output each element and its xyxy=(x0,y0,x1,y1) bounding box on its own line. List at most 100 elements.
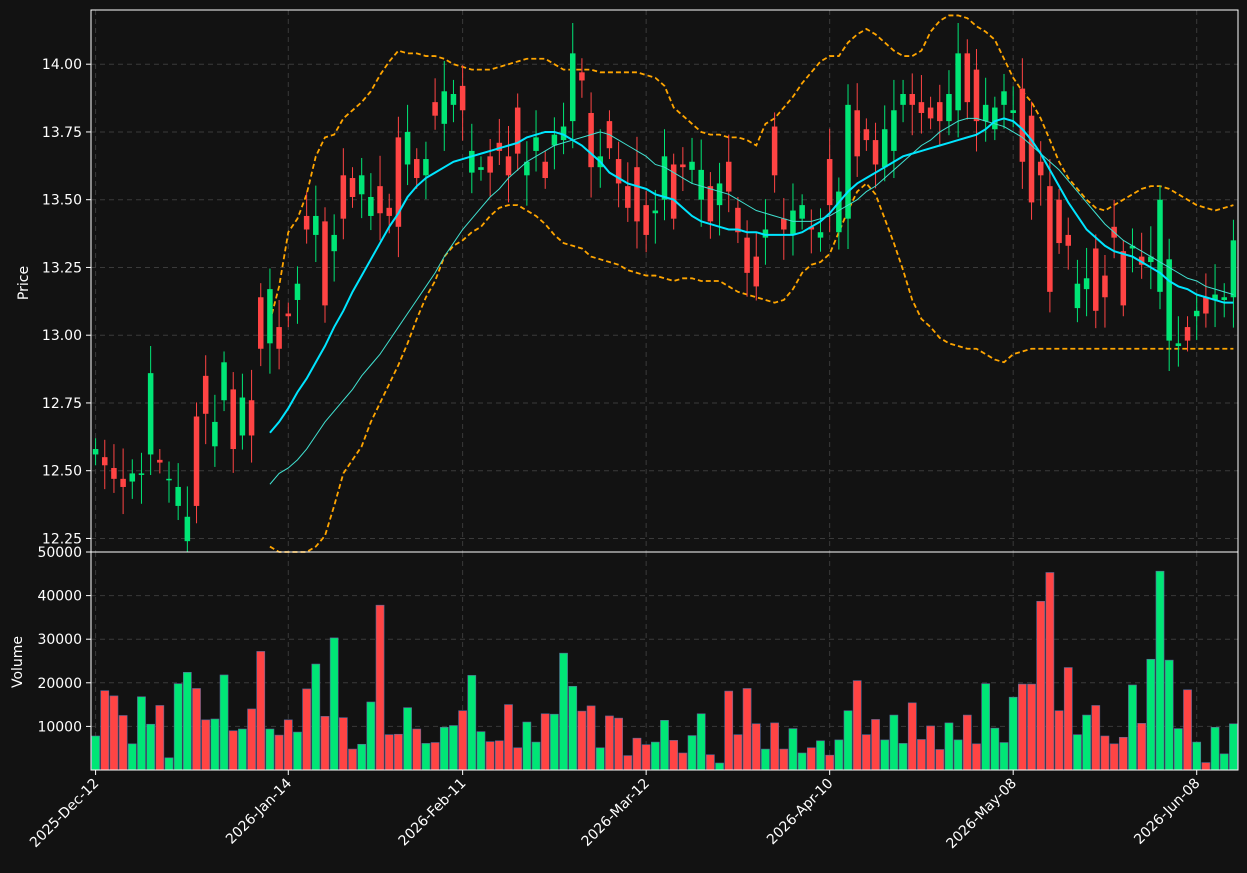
candle-body xyxy=(652,210,659,214)
candle-body xyxy=(1010,110,1016,113)
candle-body xyxy=(1230,240,1237,298)
volume-bar xyxy=(513,747,523,771)
candle-body xyxy=(725,161,732,192)
volume-bar xyxy=(1183,689,1192,771)
volume-bar xyxy=(1229,723,1238,771)
candle-body xyxy=(1028,115,1035,203)
candle-body xyxy=(808,226,815,230)
candle-body xyxy=(1120,251,1127,306)
volume-bar xyxy=(696,713,706,771)
volume-bar xyxy=(183,672,192,771)
candle-body xyxy=(487,156,493,173)
candle-body xyxy=(267,289,273,344)
volume-bar xyxy=(430,742,440,771)
volume-tick-label: 10000 xyxy=(37,719,82,735)
candle-body xyxy=(166,478,172,481)
candle-body xyxy=(184,516,191,542)
volume-bar xyxy=(375,604,385,771)
moving-average-lines xyxy=(269,117,1234,485)
candle-body xyxy=(1193,310,1200,317)
candle-body xyxy=(1166,259,1172,341)
candle-body xyxy=(1037,161,1044,176)
volume-bar xyxy=(228,730,238,771)
candle-body xyxy=(946,94,952,122)
candle-body xyxy=(349,178,356,197)
candle-body xyxy=(322,221,328,306)
candle-body xyxy=(111,467,117,479)
volume-tick-label: 40000 xyxy=(37,589,82,605)
volume-bar xyxy=(770,722,779,771)
candle-body xyxy=(1093,248,1099,311)
candle-body xyxy=(689,161,695,170)
volume-tick-label: 30000 xyxy=(37,632,82,648)
price-tick-label: 13.75 xyxy=(42,125,82,141)
volume-bar xyxy=(283,719,293,771)
candle-body xyxy=(92,449,99,455)
candle-body xyxy=(157,459,163,463)
volume-bar xyxy=(384,734,394,771)
volume-bar xyxy=(999,742,1009,771)
volume-bar xyxy=(274,734,284,771)
candle-body xyxy=(560,126,567,141)
candle-body xyxy=(432,102,438,116)
volume-bar xyxy=(862,734,871,771)
candle-body xyxy=(900,94,906,105)
candle-body xyxy=(735,207,741,233)
volume-bar xyxy=(146,723,155,771)
candle-body xyxy=(854,110,860,157)
volume-axis-title: Volume xyxy=(10,636,26,688)
volume-bar xyxy=(1063,667,1073,771)
candle-body xyxy=(221,362,227,401)
volume-bar xyxy=(614,717,623,771)
volume-bar xyxy=(889,714,899,771)
candle-body xyxy=(478,167,484,170)
price-tick-label: 12.50 xyxy=(42,464,82,480)
candle-body xyxy=(120,478,126,487)
candle-body xyxy=(358,175,365,195)
candle-body xyxy=(1138,256,1145,265)
candle-body xyxy=(386,207,392,216)
volume-bar xyxy=(806,747,816,771)
volume-bar xyxy=(467,675,477,771)
volume-bar xyxy=(1146,658,1156,771)
volume-bar xyxy=(476,731,486,771)
volume-bar xyxy=(394,733,403,771)
volume-bar xyxy=(788,728,798,771)
candle-body xyxy=(790,210,796,235)
candle-body xyxy=(450,94,457,105)
volume-bar xyxy=(852,680,862,771)
volume-bar xyxy=(210,718,220,771)
price-tick-label: 13.50 xyxy=(42,193,82,209)
candle-body xyxy=(964,53,971,103)
volume-bar xyxy=(926,725,935,771)
candle-body xyxy=(753,256,760,287)
volume-bar xyxy=(302,688,311,771)
volume-bar xyxy=(605,715,614,771)
candle-body xyxy=(781,218,787,230)
volume-bar xyxy=(1164,659,1174,771)
volume-bar xyxy=(192,688,201,771)
candle-body xyxy=(588,112,594,168)
candle-body xyxy=(423,159,429,176)
volume-bar xyxy=(568,685,578,771)
candle-body xyxy=(1083,278,1090,290)
candle-body xyxy=(533,137,539,151)
volume-bar xyxy=(366,701,376,771)
volume-bar xyxy=(238,728,247,771)
volume-bar xyxy=(898,743,908,771)
volume-bar xyxy=(1073,734,1082,771)
volume-bar xyxy=(1008,696,1018,771)
volume-bar xyxy=(1027,683,1036,771)
candle-body xyxy=(670,164,677,219)
candle-body xyxy=(1065,234,1071,246)
price-tick-label: 14.00 xyxy=(42,57,82,73)
volume-bar xyxy=(990,727,1000,771)
volume-bar xyxy=(981,683,990,771)
candle-body xyxy=(918,102,925,113)
volume-bar xyxy=(421,743,431,771)
volume-panel-frame xyxy=(90,551,1239,771)
candle-body xyxy=(404,131,411,165)
volume-bar xyxy=(540,713,550,771)
candle-body xyxy=(799,205,805,219)
